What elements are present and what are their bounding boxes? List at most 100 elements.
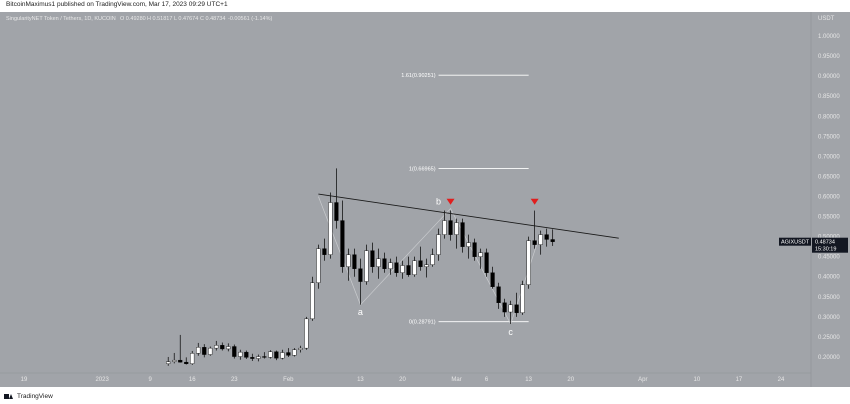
x-tick-label: Apr (638, 377, 647, 383)
candle-up[interactable] (238, 349, 243, 360)
x-tick-label: Feb (283, 377, 294, 383)
candle-up[interactable] (172, 352, 177, 364)
candle-up[interactable] (364, 244, 369, 285)
tradingview-logo-icon[interactable] (4, 393, 14, 400)
candle-up[interactable] (226, 343, 231, 352)
candle-up[interactable] (430, 248, 435, 267)
candle-down[interactable] (286, 348, 291, 357)
candle-down[interactable] (262, 352, 267, 359)
y-axis: 0.20000 0.25000 0.30000 0.35000 0.40000 0.450… (818, 34, 840, 361)
candle-down[interactable] (532, 210, 537, 249)
price-chart[interactable]: SingularityNET Token / Tethers, 1D, KUCO… (0, 12, 850, 387)
candle-down[interactable] (490, 266, 495, 289)
author-name[interactable]: BitcoinMaximus1 (6, 1, 56, 8)
candle-up[interactable] (304, 316, 309, 350)
candle-up[interactable] (376, 248, 381, 279)
candle-down[interactable] (472, 238, 477, 261)
publish-header: BitcoinMaximus1 published on TradingView… (6, 1, 228, 13)
candle-down[interactable] (340, 200, 345, 273)
brand-name[interactable]: TradingView (17, 392, 53, 400)
candle-body (382, 258, 387, 269)
candle-down[interactable] (202, 344, 207, 358)
wave-label-a: a (358, 307, 363, 317)
candle-up[interactable] (190, 350, 195, 365)
candle-body (232, 346, 237, 357)
candle-up[interactable] (316, 244, 321, 289)
candle-down[interactable] (358, 258, 363, 305)
chart-frame[interactable]: SingularityNET Token / Tethers, 1D, KUCO… (0, 12, 850, 387)
candle-body (244, 351, 249, 358)
candle-up[interactable] (520, 280, 525, 315)
candle-down[interactable] (448, 210, 453, 241)
candle-down[interactable] (496, 282, 501, 309)
candle-up[interactable] (208, 346, 213, 356)
symbol-tag-text: AGIXUSDT (781, 240, 810, 246)
candle-up[interactable] (166, 356, 171, 366)
candle-body (268, 351, 273, 358)
price-tag-value: 0.48734 (815, 240, 835, 246)
candle-body (316, 248, 321, 283)
candle-down[interactable] (322, 238, 327, 261)
candle-body (250, 357, 255, 359)
candle-up[interactable] (442, 210, 447, 239)
candle-down[interactable] (502, 298, 507, 317)
candle-up[interactable] (400, 260, 405, 279)
candle-up[interactable] (328, 192, 333, 259)
candle-up[interactable] (436, 228, 441, 261)
wave-label-c: c (508, 327, 513, 337)
y-tick-label: 0.65000 (818, 174, 840, 180)
candle-up[interactable] (346, 248, 351, 281)
candle-up[interactable] (412, 256, 417, 277)
candle-body (454, 222, 459, 235)
candle-body (436, 234, 441, 255)
candle-up[interactable] (424, 258, 429, 278)
candle-up[interactable] (280, 349, 285, 360)
candle-down[interactable] (460, 218, 465, 253)
ohlc-symbol: SingularityNET Token / Tethers, 1D, KUCO… (6, 16, 116, 22)
price-tag (812, 237, 848, 253)
candle-up[interactable] (508, 300, 513, 325)
candle-up[interactable] (388, 258, 393, 275)
candle-down[interactable] (382, 252, 387, 273)
candle-up[interactable] (268, 350, 273, 359)
candle-down[interactable] (370, 242, 375, 273)
candle-up[interactable] (196, 342, 201, 356)
candle-down[interactable] (334, 168, 339, 229)
candle-down[interactable] (274, 350, 279, 361)
candle-down[interactable] (406, 256, 411, 277)
candle-body (214, 345, 219, 349)
candle-up[interactable] (538, 230, 543, 255)
candles[interactable] (166, 168, 555, 366)
candle-up[interactable] (310, 276, 315, 321)
y-tick-label: 0.75000 (818, 134, 840, 140)
candle-up[interactable] (298, 345, 303, 353)
candle-down[interactable] (550, 229, 555, 246)
candle-down[interactable] (394, 256, 399, 277)
candle-down[interactable] (484, 248, 489, 277)
down-arrow-marker (530, 198, 539, 205)
candle-body (424, 264, 429, 267)
candle-down[interactable] (250, 353, 255, 361)
markers (446, 198, 539, 205)
trendline-group (318, 193, 619, 239)
ohlc-close: C 0.48734 (200, 16, 225, 22)
candle-down[interactable] (220, 342, 225, 351)
candle-up[interactable] (256, 354, 261, 362)
candle-body (400, 265, 405, 273)
candle-down[interactable] (418, 246, 423, 271)
candle-up[interactable] (478, 248, 483, 269)
candle-up[interactable] (214, 340, 219, 351)
candle-down[interactable] (514, 292, 519, 317)
candle-down[interactable] (352, 248, 357, 277)
candle-up[interactable] (466, 234, 471, 259)
candle-up[interactable] (454, 218, 459, 249)
candle-up[interactable] (292, 348, 297, 357)
candle-down[interactable] (232, 344, 237, 359)
candle-down[interactable] (244, 350, 249, 359)
candle-down[interactable] (178, 334, 183, 363)
candle-body (484, 252, 489, 273)
candle-down[interactable] (184, 357, 189, 365)
candle-up[interactable] (526, 236, 531, 289)
x-tick-label: 19 (21, 377, 28, 383)
candle-down[interactable] (544, 228, 549, 247)
